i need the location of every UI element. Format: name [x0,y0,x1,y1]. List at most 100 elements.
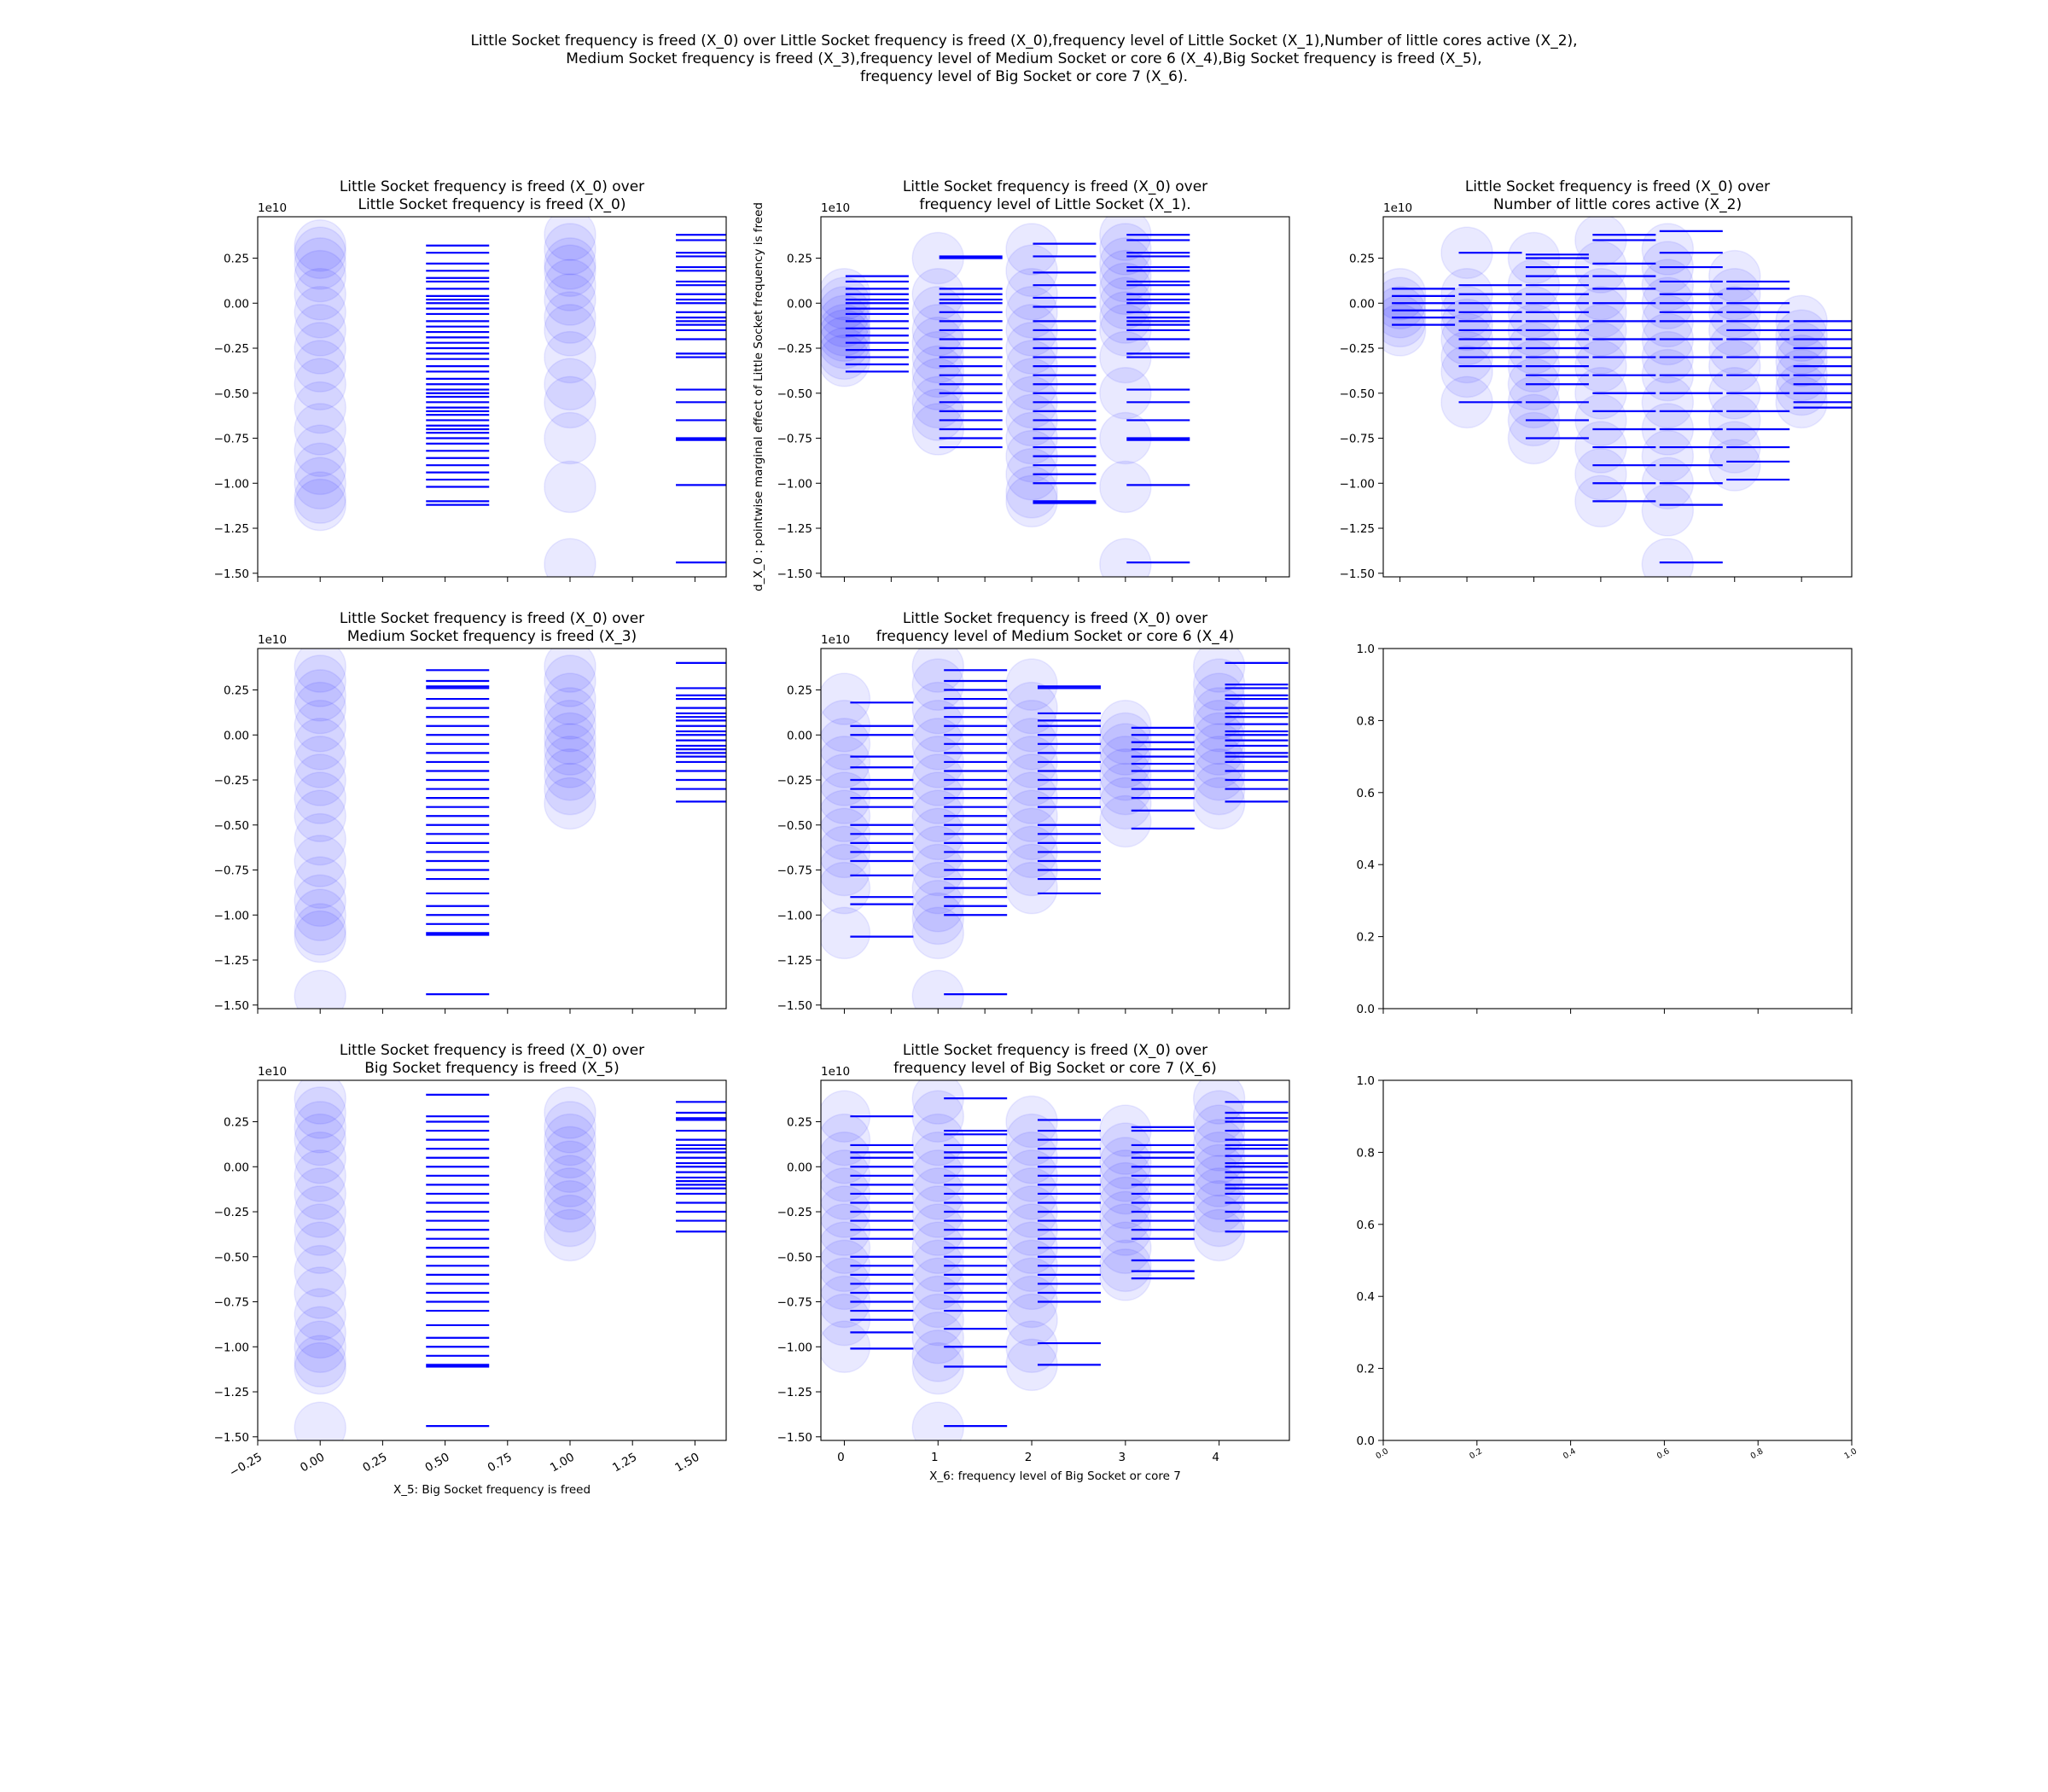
axis-offset-text: 1e10 [258,633,287,647]
scatter-point [294,1306,346,1359]
x-tick-label: 0.50 [423,1451,452,1475]
scatter-point [1641,538,1695,577]
data-marks [294,217,726,577]
y-tick-label: −0.25 [214,774,249,788]
scatter-point [821,789,871,842]
scatter-point [294,874,346,928]
scatter-point [544,244,596,298]
scatter-point [1708,340,1761,393]
subplot-title: Medium Socket frequency is freed (X_3) [347,628,637,645]
scatter-point [544,330,596,384]
scatter-point [294,267,346,321]
scatter-point [294,424,346,478]
y-tick-label: −0.75 [214,433,249,446]
scatter-point [294,1113,346,1167]
scatter-point [1005,658,1058,711]
scatter-point [294,340,346,393]
y-tick-label: 0.00 [224,1161,249,1174]
scatter-point [544,1167,596,1220]
scatter-point [294,736,346,788]
y-tick-label: 1.0 [1357,643,1375,656]
scatter-point [1192,1090,1246,1143]
y-tick-label: −1.50 [214,999,249,1013]
scatter-point [821,906,871,960]
scatter-point [1440,345,1493,399]
y-tick-label: −1.25 [1340,522,1375,536]
scatter-point [911,1329,964,1382]
scatter-point [1099,237,1152,290]
scatter-point [544,699,596,753]
y-tick-label: −0.25 [1340,342,1375,356]
y-tick-label: −0.50 [777,1251,812,1265]
y-tick-label: −0.25 [777,1206,812,1219]
scatter-point [294,1266,346,1319]
y-tick-label: 0.25 [787,1116,812,1130]
scatter-point [544,777,596,830]
y-tick-label: 0.25 [224,253,249,266]
subplot-title: Little Socket frequency is freed (X_0) o… [903,178,1207,195]
scatter-point [544,1113,596,1167]
axes-frame [1382,216,1853,578]
subplot-title: Little Socket frequency is freed (X_0) [358,196,625,213]
y-tick-label: −0.25 [777,774,812,788]
y-tick-label: −1.00 [777,1341,812,1354]
y-tick-label: −1.00 [1340,477,1375,491]
subplot-title: Little Socket frequency is freed (X_0) o… [340,610,644,627]
x-tick-label: −0.25 [227,1451,265,1481]
y-tick-label: −0.75 [214,864,249,878]
y-tick-label: −0.25 [214,342,249,356]
scatter-point [294,969,346,1009]
y-tick-label: −1.50 [777,567,812,581]
scatter-point [544,655,596,707]
scatter-point [544,217,596,261]
subplot-7: 0.25 0.00 −0.25 −0.50 −0.75 −1.00 −1.25 −1.50 −0… [214,1042,727,1497]
scatter-point [294,1203,346,1256]
subplot-title: frequency level of Little Socket (X_1). [919,196,1190,213]
scatter-point [1383,267,1427,321]
scatter-point [544,538,596,577]
scatter-point [544,1086,596,1139]
scatter-point [1641,223,1695,276]
scatter-point [544,1155,596,1207]
y-tick-label: −0.50 [214,819,249,833]
scatter-point [821,672,871,725]
y-tick-label: 0.00 [1349,297,1375,311]
scatter-point [911,906,964,960]
scatter-point [544,712,596,765]
y-tick-label: −1.25 [214,954,249,968]
data-marks [821,217,1190,577]
y-tick-label: −0.25 [777,342,812,356]
x-tick-label: 0.8 [1749,1446,1766,1461]
axis-offset-text: 1e10 [1383,201,1412,215]
y-tick-label: 0.8 [1357,714,1375,728]
axes-frame [820,1079,1290,1441]
scatter-point [294,237,346,290]
scatter-point [1099,460,1152,514]
scatter-point [294,1335,346,1388]
y-tick-label: 0.00 [787,1161,812,1174]
scatter-point [294,1341,346,1395]
figure-title-line: frequency level of Big Socket or core 7 … [859,68,1189,85]
y-tick-label: −1.25 [777,522,812,536]
scatter-point [911,1311,964,1364]
y-tick-label: 0.8 [1357,1146,1375,1160]
y-tick-label: 0.00 [224,729,249,742]
x-tick-label: 1.50 [672,1451,701,1475]
scatter-point [544,649,596,693]
y-tick-label: −0.75 [777,433,812,446]
scatter-point [294,381,346,434]
y-tick-label: 0.0 [1357,1434,1375,1448]
axes-frame [257,648,727,1009]
y-tick-label: −1.50 [777,999,812,1013]
scatter-point [294,322,346,375]
y-tick-label: −0.50 [777,819,812,833]
axes-frame [1382,1079,1853,1441]
y-tick-label: −0.75 [1340,433,1375,446]
x-tick-label: 3 [1119,1451,1126,1464]
y-tick-label: 0.6 [1357,787,1375,800]
figure-title-line: Little Socket frequency is freed (X_0) o… [470,32,1578,49]
scatter-point [544,723,596,776]
scatter-point [821,736,871,788]
subplot-5: 0.25 0.00 −0.25 −0.50 −0.75 −1.00 −1.25 −1.50 1e… [777,610,1290,1014]
scatter-point [294,888,346,942]
